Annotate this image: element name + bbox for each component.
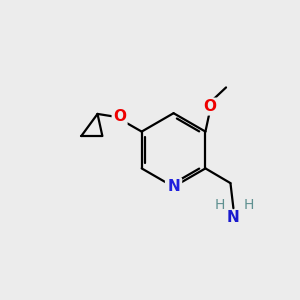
- Text: H: H: [244, 198, 254, 212]
- Text: O: O: [203, 99, 216, 114]
- Text: H: H: [215, 198, 225, 212]
- Text: N: N: [227, 210, 240, 225]
- Text: N: N: [167, 179, 180, 194]
- Text: O: O: [113, 110, 126, 124]
